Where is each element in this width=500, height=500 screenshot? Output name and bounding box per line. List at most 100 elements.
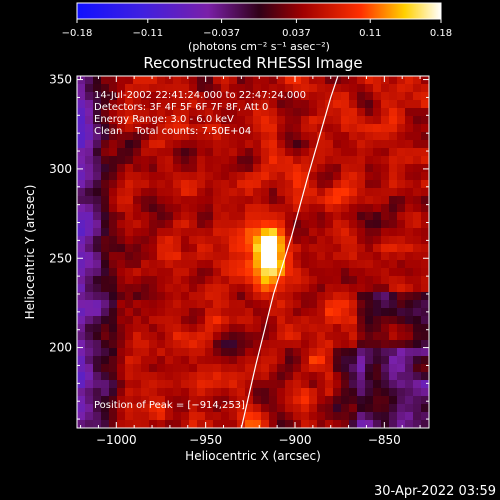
heatmap-cell	[205, 116, 214, 125]
heatmap-cell	[277, 76, 286, 85]
heatmap-cell	[229, 332, 238, 341]
heatmap-cell	[389, 348, 398, 357]
heatmap-cell	[405, 372, 414, 381]
heatmap-cell	[285, 308, 294, 317]
heatmap-cell	[261, 308, 270, 317]
heatmap-cell	[85, 188, 94, 197]
heatmap-cell	[77, 196, 86, 205]
heatmap-cell	[197, 396, 206, 405]
heatmap-cell	[413, 188, 422, 197]
heatmap-cell	[357, 404, 366, 413]
heatmap-cell	[389, 300, 398, 309]
heatmap-cell	[397, 172, 406, 181]
heatmap-cell	[317, 420, 326, 428]
heatmap-cell	[405, 196, 414, 205]
heatmap-cell	[189, 404, 198, 413]
heatmap-cell	[365, 212, 374, 221]
heatmap-cell	[421, 164, 429, 173]
heatmap-cell	[101, 276, 110, 285]
heatmap-cell	[149, 308, 158, 317]
heatmap-cell	[125, 188, 134, 197]
heatmap-cell	[117, 84, 126, 93]
heatmap-cell	[133, 220, 142, 229]
heatmap-cell	[173, 260, 182, 269]
heatmap-cell	[213, 308, 222, 317]
heatmap-cell	[133, 196, 142, 205]
heatmap-cell	[253, 396, 262, 405]
heatmap-cell	[333, 220, 342, 229]
heatmap-cell	[341, 132, 350, 141]
heatmap-cell	[109, 268, 118, 277]
heatmap-cell	[117, 172, 126, 181]
heatmap-cell	[405, 252, 414, 261]
heatmap-cell	[213, 196, 222, 205]
heatmap-cell	[357, 420, 366, 428]
heatmap-cell	[349, 388, 358, 397]
heatmap-cell	[373, 244, 382, 253]
heatmap-cell	[253, 276, 262, 285]
heatmap-cell	[133, 84, 142, 93]
heatmap-cell	[229, 300, 238, 309]
heatmap-cell	[293, 420, 302, 428]
heatmap-cell	[261, 188, 270, 197]
heatmap-cell	[261, 284, 270, 293]
heatmap-cell	[341, 180, 350, 189]
heatmap-cell	[421, 260, 429, 269]
heatmap-cell	[413, 132, 422, 141]
heatmap-cell	[109, 228, 118, 237]
heatmap-cell	[245, 420, 254, 428]
heatmap-cell	[397, 124, 406, 133]
heatmap-cell	[221, 140, 230, 149]
heatmap-cell	[245, 396, 254, 405]
heatmap-cell	[341, 84, 350, 93]
info-line-detectors: Detectors: 3F 4F 5F 6F 7F 8F, Att 0	[94, 102, 268, 113]
heatmap-cell	[285, 412, 294, 421]
heatmap-cell	[205, 140, 214, 149]
heatmap-cell	[157, 388, 166, 397]
heatmap-cell	[149, 140, 158, 149]
heatmap-cell	[349, 308, 358, 317]
heatmap-cell	[261, 372, 270, 381]
heatmap-cell	[333, 92, 342, 101]
heatmap-cell	[341, 372, 350, 381]
heatmap-cell	[301, 268, 310, 277]
heatmap-cell	[221, 180, 230, 189]
heatmap-cell	[221, 196, 230, 205]
heatmap-cell	[397, 92, 406, 101]
heatmap-cell	[325, 404, 334, 413]
heatmap-cell	[125, 92, 134, 101]
heatmap-cell	[165, 356, 174, 365]
heatmap-cell	[293, 324, 302, 333]
heatmap-cell	[213, 332, 222, 341]
heatmap-cell	[397, 340, 406, 349]
heatmap-cell	[301, 92, 310, 101]
heatmap-cell	[413, 412, 422, 421]
heatmap-cell	[149, 412, 158, 421]
heatmap-cell	[117, 100, 126, 109]
heatmap-cell	[229, 412, 238, 421]
heatmap-cell	[141, 124, 150, 133]
heatmap-cell	[405, 412, 414, 421]
heatmap-cell	[157, 76, 166, 85]
heatmap-cell	[245, 164, 254, 173]
heatmap-cell	[165, 156, 174, 165]
heatmap-cell	[333, 308, 342, 317]
heatmap-cell	[261, 364, 270, 373]
heatmap-cell	[229, 348, 238, 357]
heatmap-cell	[277, 268, 286, 277]
heatmap-cell	[165, 244, 174, 253]
heatmap-cell	[117, 356, 126, 365]
heatmap-cell	[141, 76, 150, 85]
heatmap-cell	[221, 356, 230, 365]
heatmap-cell	[85, 300, 94, 309]
heatmap-cell	[125, 324, 134, 333]
heatmap-cell	[301, 396, 310, 405]
heatmap-cell	[213, 356, 222, 365]
heatmap-cell	[77, 100, 86, 109]
heatmap-cell	[317, 268, 326, 277]
heatmap-cell	[117, 236, 126, 245]
heatmap-cell	[413, 92, 422, 101]
heatmap-cell	[301, 156, 310, 165]
heatmap-cell	[301, 284, 310, 293]
heatmap-cell	[421, 76, 429, 85]
